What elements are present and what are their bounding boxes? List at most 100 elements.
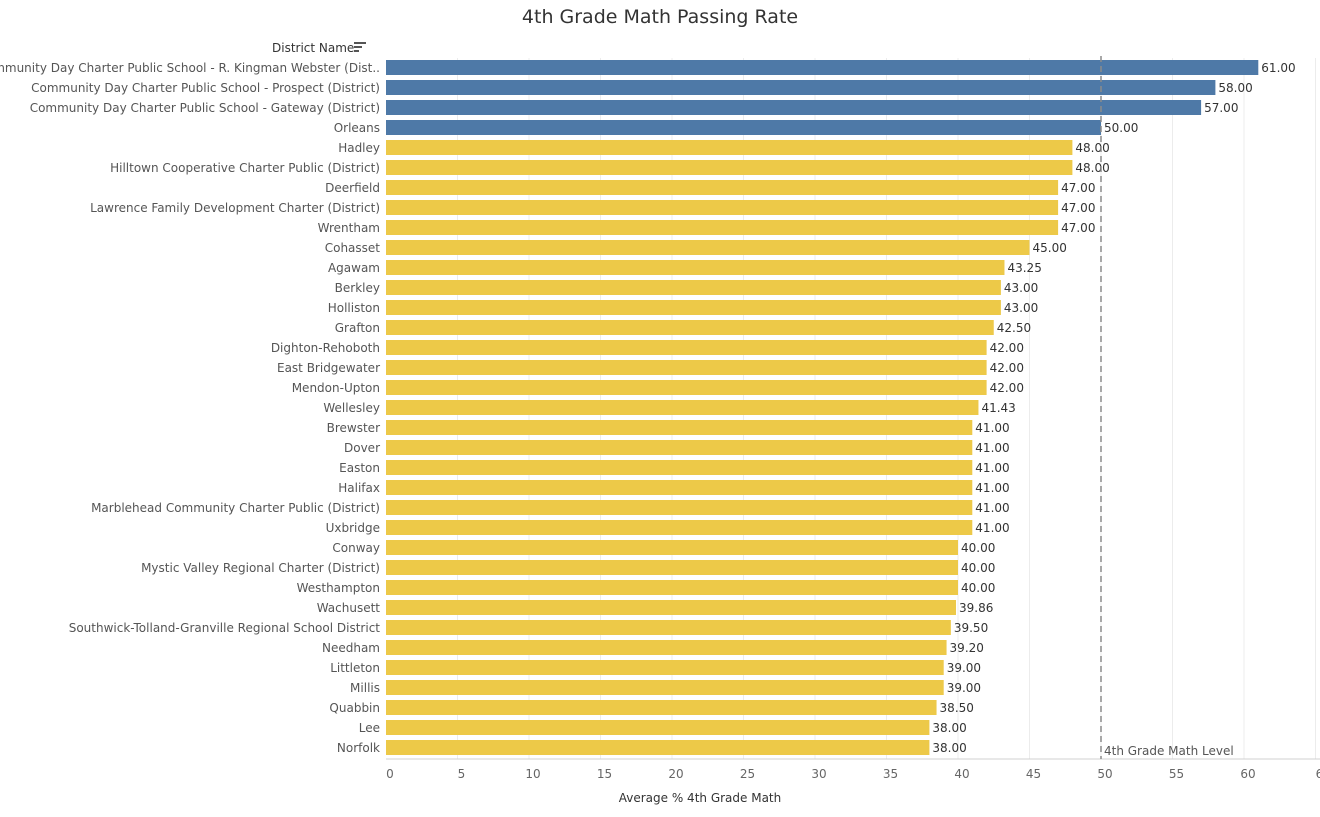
bar bbox=[386, 420, 973, 435]
bar bbox=[386, 580, 958, 595]
bar bbox=[386, 300, 1001, 315]
data-label: 38.00 bbox=[932, 721, 966, 735]
x-tick-label: 60 bbox=[1240, 767, 1255, 781]
x-tick-label: 6 bbox=[1316, 767, 1320, 781]
data-label: 41.00 bbox=[975, 461, 1009, 475]
category-label: Brewster bbox=[327, 421, 380, 435]
category-label: Norfolk bbox=[337, 741, 380, 755]
data-label: 41.00 bbox=[975, 521, 1009, 535]
x-tick-label: 5 bbox=[458, 767, 466, 781]
category-label: Wellesley bbox=[323, 401, 380, 415]
x-tick-label: 15 bbox=[597, 767, 612, 781]
data-label: 45.00 bbox=[1033, 241, 1067, 255]
data-label: 42.00 bbox=[990, 361, 1024, 375]
bar bbox=[386, 620, 951, 635]
data-label: 39.20 bbox=[950, 641, 984, 655]
data-label: 43.25 bbox=[1007, 261, 1041, 275]
data-label: 40.00 bbox=[961, 561, 995, 575]
data-label: 41.43 bbox=[981, 401, 1015, 415]
bar bbox=[386, 340, 987, 355]
bar bbox=[386, 720, 930, 735]
bar bbox=[386, 480, 973, 495]
data-label: 58.00 bbox=[1218, 81, 1252, 95]
data-label: 39.86 bbox=[959, 601, 993, 615]
bar bbox=[386, 360, 987, 375]
category-label: Littleton bbox=[330, 661, 380, 675]
data-label: 47.00 bbox=[1061, 201, 1095, 215]
category-label: Wrentham bbox=[318, 221, 380, 235]
row-header[interactable]: District Name bbox=[272, 41, 355, 55]
category-label: Hilltown Cooperative Charter Public (Dis… bbox=[110, 161, 380, 175]
data-label: 43.00 bbox=[1004, 281, 1038, 295]
bar bbox=[386, 120, 1101, 135]
category-label: Dover bbox=[344, 441, 380, 455]
bar bbox=[386, 180, 1059, 195]
bar bbox=[386, 560, 958, 575]
data-label: 41.00 bbox=[975, 501, 1009, 515]
data-label: 42.00 bbox=[990, 381, 1024, 395]
data-label: 41.00 bbox=[975, 481, 1009, 495]
category-label: Uxbridge bbox=[326, 521, 380, 535]
category-label: Conway bbox=[332, 541, 380, 555]
category-label: Wachusett bbox=[317, 601, 381, 615]
category-label: Grafton bbox=[335, 321, 380, 335]
data-label: 57.00 bbox=[1204, 101, 1238, 115]
bar bbox=[386, 200, 1059, 215]
data-label: 43.00 bbox=[1004, 301, 1038, 315]
x-axis-title: Average % 4th Grade Math bbox=[618, 791, 782, 805]
data-label: 40.00 bbox=[961, 541, 995, 555]
data-label: 50.00 bbox=[1104, 121, 1138, 135]
bar bbox=[386, 500, 973, 515]
bar bbox=[386, 680, 944, 695]
sort-icon[interactable] bbox=[354, 42, 366, 53]
bar bbox=[386, 440, 973, 455]
x-tick-label: 10 bbox=[525, 767, 540, 781]
category-label: Needham bbox=[322, 641, 380, 655]
category-label: Agawam bbox=[328, 261, 380, 275]
category-label: Westhampton bbox=[297, 581, 380, 595]
reference-line-label: 4th Grade Math Level bbox=[1104, 744, 1234, 758]
data-label: 48.00 bbox=[1075, 141, 1109, 155]
x-tick-label: 35 bbox=[883, 767, 898, 781]
data-label: 41.00 bbox=[975, 441, 1009, 455]
data-label: 47.00 bbox=[1061, 181, 1095, 195]
bar bbox=[386, 600, 956, 615]
category-label: Lawrence Family Development Charter (Dis… bbox=[90, 201, 380, 215]
data-label: 39.00 bbox=[947, 681, 981, 695]
bar bbox=[386, 100, 1202, 115]
data-label: 40.00 bbox=[961, 581, 995, 595]
data-label: 39.50 bbox=[954, 621, 988, 635]
category-label: Easton bbox=[339, 461, 380, 475]
bar bbox=[386, 220, 1059, 235]
category-label: Dighton-Rehoboth bbox=[271, 341, 380, 355]
data-label: 47.00 bbox=[1061, 221, 1095, 235]
data-label: 48.00 bbox=[1075, 161, 1109, 175]
x-tick-label: 30 bbox=[811, 767, 826, 781]
category-label: Orleans bbox=[334, 121, 380, 135]
category-label: Quabbin bbox=[329, 701, 380, 715]
category-label: Community Day Charter Public School - Ga… bbox=[30, 101, 380, 115]
chart-title: 4th Grade Math Passing Rate bbox=[521, 6, 799, 28]
bar bbox=[386, 320, 994, 335]
bar bbox=[386, 540, 958, 555]
x-tick-label: 25 bbox=[740, 767, 755, 781]
x-tick-label: 45 bbox=[1026, 767, 1041, 781]
category-label: Mendon-Upton bbox=[292, 381, 380, 395]
category-label: Lee bbox=[359, 721, 380, 735]
bar bbox=[386, 140, 1073, 155]
category-label: Community Day Charter Public School - Pr… bbox=[31, 81, 380, 95]
category-label: Deerfield bbox=[325, 181, 380, 195]
category-label: Marblehead Community Charter Public (Dis… bbox=[91, 501, 380, 515]
bar bbox=[386, 640, 947, 655]
x-tick-label: 0 bbox=[386, 767, 394, 781]
category-label: Mystic Valley Regional Charter (District… bbox=[141, 561, 380, 575]
bar bbox=[386, 260, 1005, 275]
bar bbox=[386, 460, 973, 475]
bar bbox=[386, 700, 937, 715]
data-label: 61.00 bbox=[1261, 61, 1295, 75]
category-label: Community Day Charter Public School - R.… bbox=[0, 61, 380, 75]
x-tick-label: 55 bbox=[1169, 767, 1184, 781]
bar bbox=[386, 240, 1030, 255]
